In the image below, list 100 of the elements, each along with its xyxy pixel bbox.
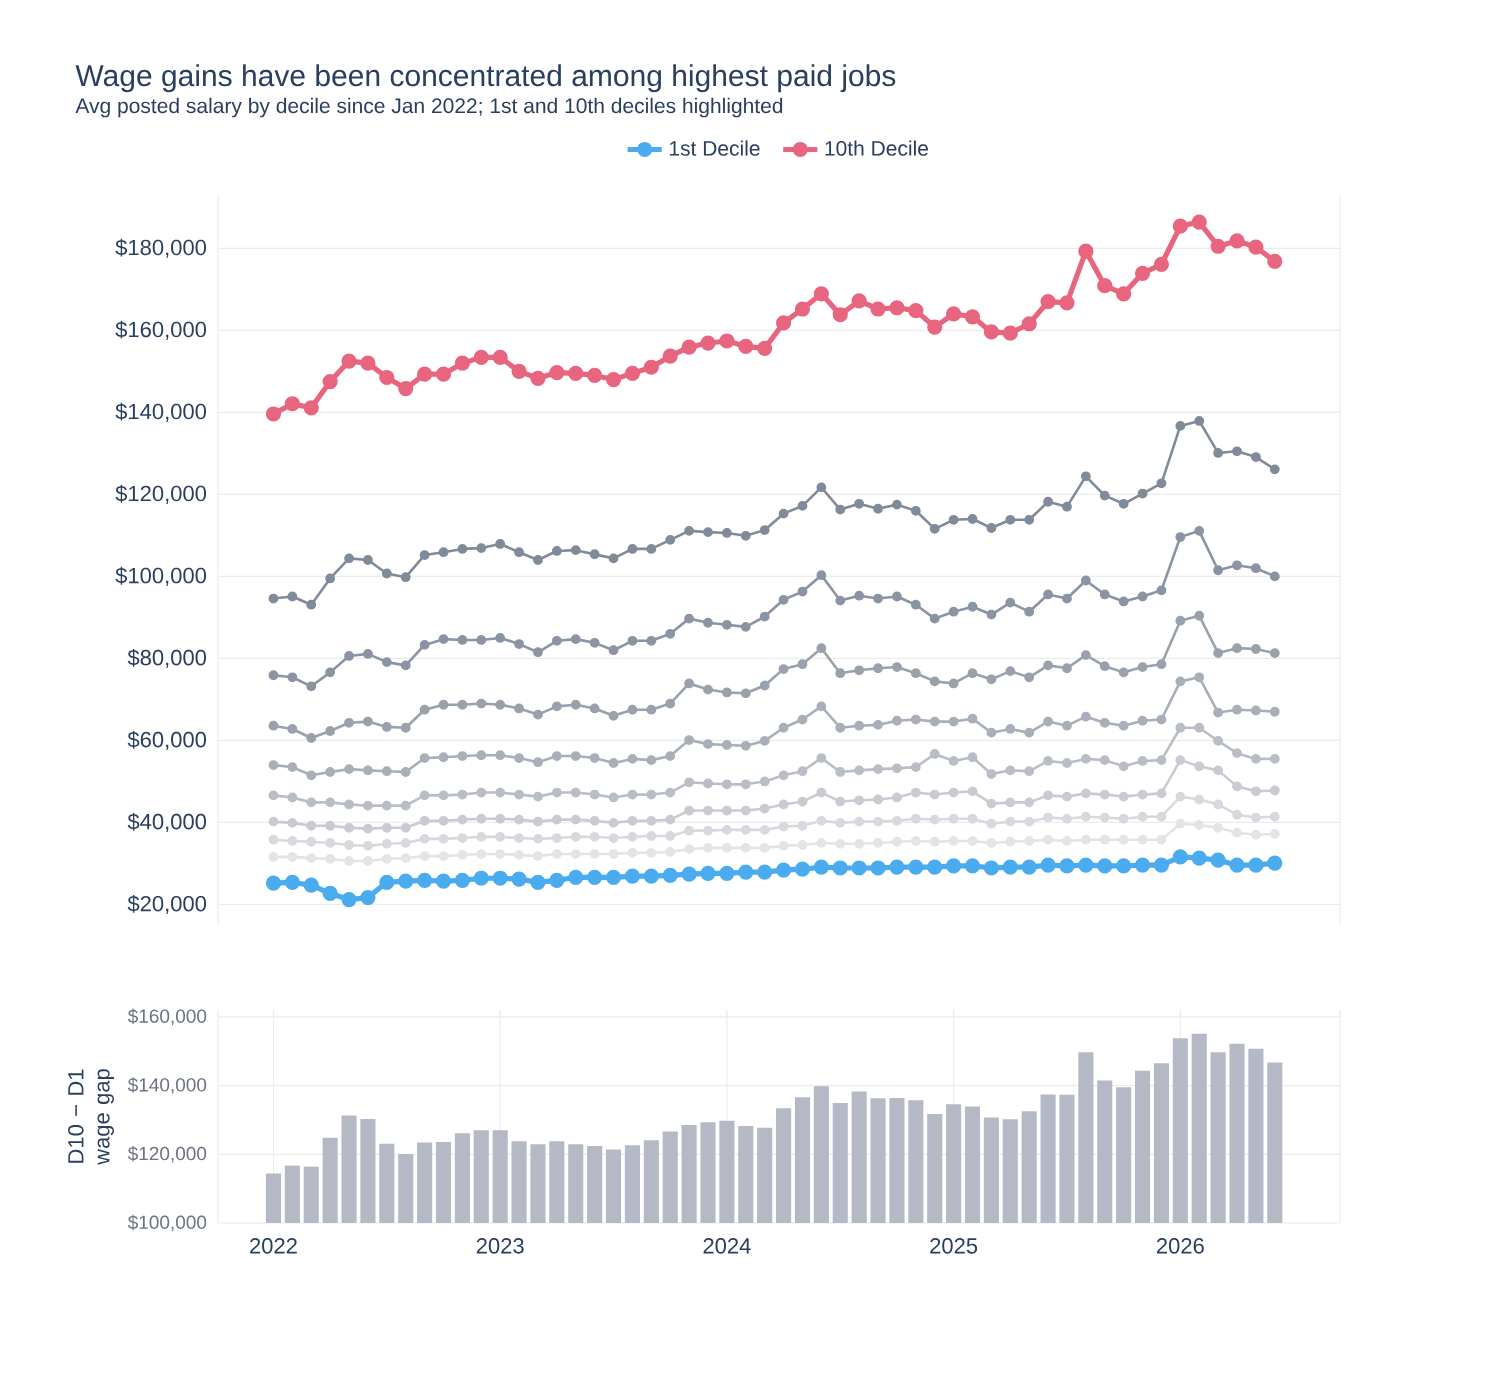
point [287, 672, 298, 683]
point [533, 816, 543, 827]
point [1232, 560, 1242, 571]
point [379, 874, 395, 890]
point [511, 363, 527, 379]
point [1172, 218, 1188, 234]
point [589, 637, 600, 648]
point [398, 380, 414, 397]
point [268, 790, 279, 801]
point [1080, 650, 1091, 661]
point [589, 549, 600, 560]
point [530, 370, 546, 386]
point [1118, 596, 1129, 607]
point [870, 301, 886, 317]
point [1043, 496, 1053, 507]
point [854, 665, 865, 676]
point [511, 871, 527, 887]
point [816, 753, 827, 763]
point [778, 722, 789, 733]
point [265, 875, 282, 891]
point [1194, 820, 1205, 830]
point [703, 805, 713, 816]
point [816, 838, 827, 848]
point [740, 688, 751, 699]
point [646, 544, 657, 554]
y-tick-label: $180,000 [115, 238, 207, 258]
point [908, 303, 924, 319]
point [967, 713, 978, 724]
point [684, 825, 695, 836]
point [684, 777, 695, 788]
point [476, 831, 487, 842]
point [1021, 859, 1037, 875]
point [344, 717, 354, 728]
point [927, 319, 943, 335]
point [986, 727, 997, 738]
point [400, 660, 411, 671]
point [551, 546, 562, 556]
point [306, 681, 317, 692]
point [797, 840, 808, 850]
y-tick-label: $120,000 [127, 1146, 207, 1163]
point [457, 635, 468, 645]
point [1099, 490, 1110, 501]
point [665, 628, 676, 639]
point [1002, 859, 1018, 875]
point [1080, 711, 1091, 722]
point [419, 851, 430, 861]
point [1005, 514, 1016, 525]
y-tick-label: $160,000 [127, 1008, 207, 1026]
point [1232, 781, 1242, 792]
point [794, 301, 811, 317]
point [492, 870, 508, 886]
point [835, 817, 846, 828]
point [379, 369, 395, 386]
point [1269, 648, 1280, 658]
point [551, 814, 562, 825]
point [740, 779, 751, 790]
point [1059, 858, 1075, 874]
point [1153, 857, 1170, 873]
y-tick-label: $40,000 [127, 812, 207, 833]
point [873, 764, 883, 775]
point [1021, 316, 1037, 332]
point [287, 591, 298, 602]
point [1118, 761, 1129, 772]
x-tick-label: 2025 [930, 1238, 978, 1254]
point [759, 843, 770, 853]
point [778, 821, 789, 832]
point [703, 825, 713, 836]
point [608, 645, 619, 656]
point [1153, 256, 1170, 272]
point [892, 715, 902, 726]
point [417, 872, 433, 888]
point [986, 523, 997, 533]
point [797, 820, 808, 831]
point [983, 324, 999, 340]
point [306, 797, 317, 808]
point [1232, 704, 1242, 715]
point [946, 306, 962, 322]
point [363, 649, 373, 659]
point [873, 794, 883, 805]
point [1059, 295, 1075, 311]
point [948, 716, 959, 727]
point [381, 838, 392, 849]
point [775, 862, 792, 878]
point [873, 719, 883, 730]
point [757, 340, 773, 356]
point [495, 539, 506, 549]
point [908, 859, 924, 875]
point [1118, 791, 1129, 802]
point [873, 593, 883, 604]
point [287, 852, 298, 862]
point [306, 820, 317, 831]
point [1062, 720, 1072, 731]
point [759, 611, 770, 622]
point [514, 833, 524, 843]
point [929, 749, 940, 759]
point [400, 822, 411, 833]
point [892, 836, 902, 847]
point [381, 722, 392, 732]
point [1232, 827, 1242, 838]
point [1137, 834, 1148, 845]
